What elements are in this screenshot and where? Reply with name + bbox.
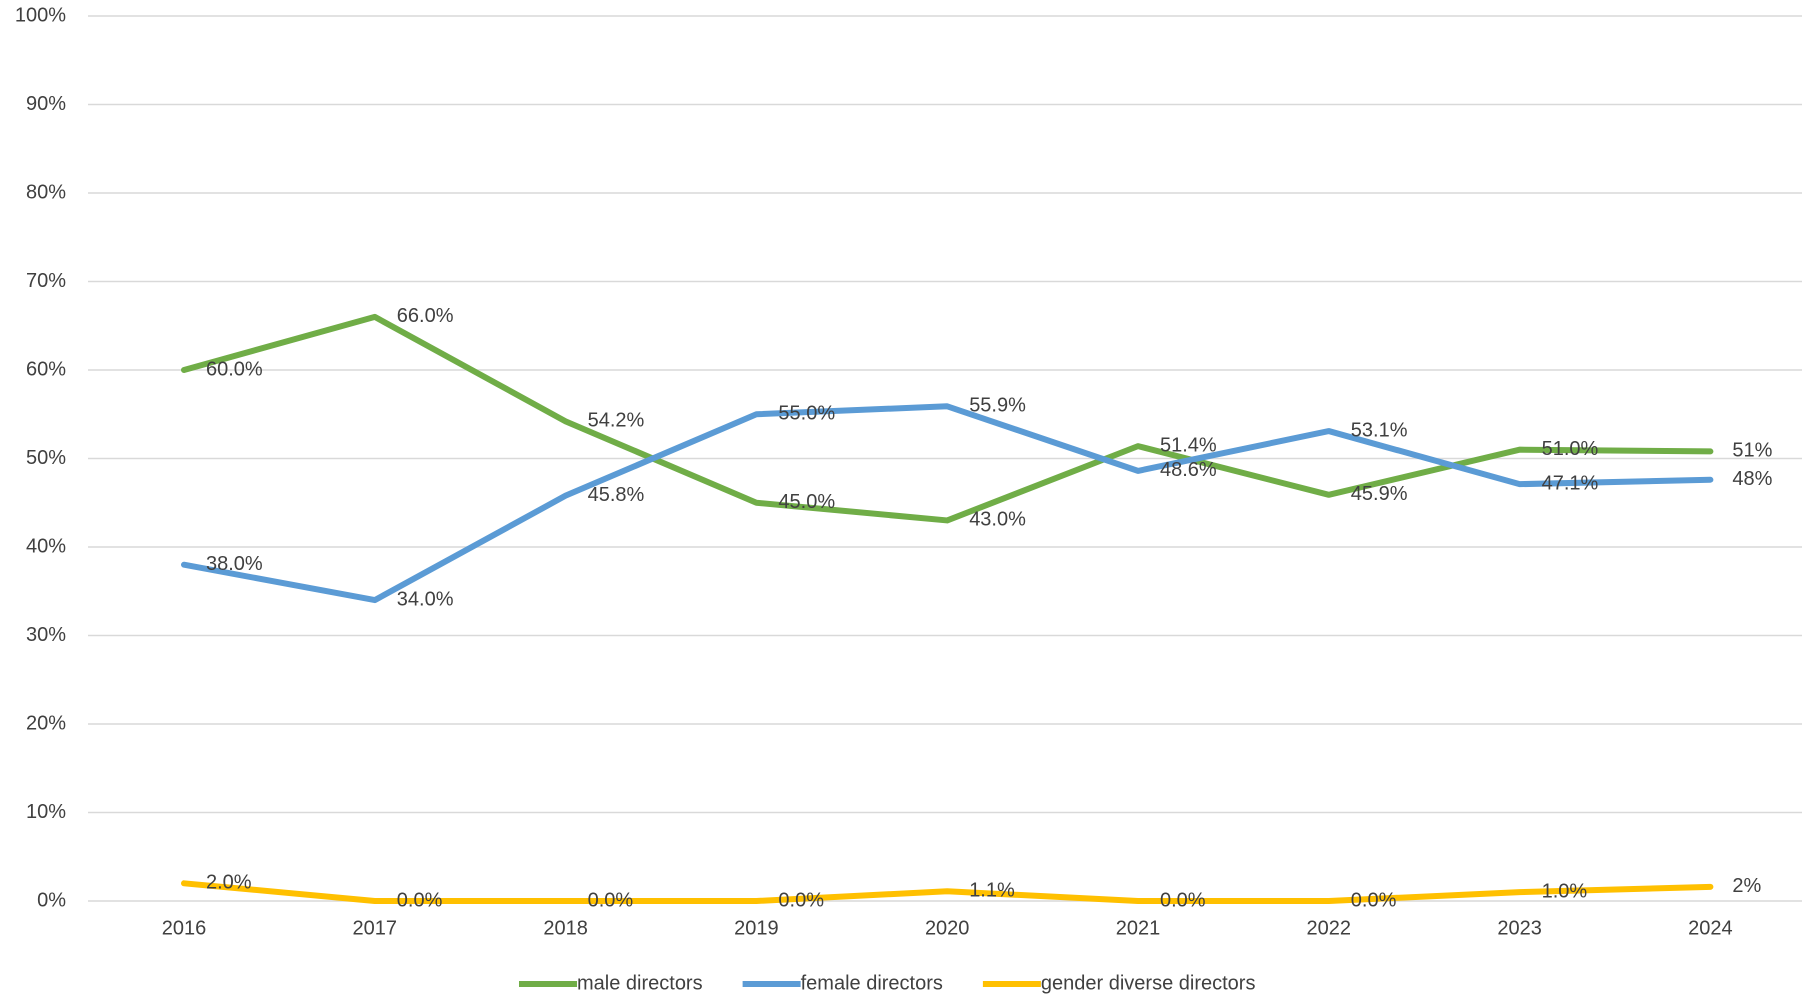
x-tick-label: 2021 — [1116, 917, 1161, 939]
legend-label: gender diverse directors — [1041, 972, 1256, 994]
y-tick-label: 70% — [26, 270, 66, 292]
legend: male directors female directors gender div… — [519, 972, 1255, 994]
y-tick-label: 10% — [26, 801, 66, 823]
data-label: 55.0% — [778, 403, 835, 425]
data-label: 0.0% — [1351, 889, 1397, 911]
y-tick-label: 30% — [26, 624, 66, 646]
data-label: 45.9% — [1351, 483, 1408, 505]
x-tick-label: 2022 — [1307, 917, 1352, 939]
data-label: 45.0% — [778, 491, 835, 513]
x-tick-label: 2020 — [925, 917, 970, 939]
data-label: 53.1% — [1351, 419, 1408, 441]
series-line — [181, 313, 1714, 524]
series-line — [181, 880, 1714, 904]
y-tick-label: 20% — [26, 712, 66, 734]
y-tick-label: 80% — [26, 181, 66, 203]
data-label: 0.0% — [588, 889, 634, 911]
y-tick-label: 40% — [26, 535, 66, 557]
data-label: 51% — [1732, 440, 1772, 462]
data-label: 55.9% — [969, 395, 1026, 417]
data-label: 60.0% — [206, 358, 263, 380]
legend-label: female directors — [801, 972, 943, 994]
x-tick-label: 2016 — [162, 917, 207, 939]
x-tick-label: 2017 — [353, 917, 398, 939]
data-label: 38.0% — [206, 553, 263, 575]
data-label: 34.0% — [397, 588, 454, 610]
series-line — [181, 403, 1714, 604]
data-label: 0.0% — [397, 889, 443, 911]
data-label: 0.0% — [1160, 889, 1206, 911]
x-tick-label: 2018 — [543, 917, 588, 939]
data-label: 45.8% — [588, 484, 645, 506]
y-tick-label: 60% — [26, 358, 66, 380]
data-label: 66.0% — [397, 305, 454, 327]
data-label: 48% — [1732, 468, 1772, 490]
data-label: 51.0% — [1542, 438, 1599, 460]
legend-label: male directors — [577, 972, 703, 994]
data-label: 43.0% — [969, 509, 1026, 531]
y-tick-label: 0% — [37, 889, 66, 911]
data-label: 2.0% — [206, 872, 252, 894]
data-label: 1.1% — [969, 880, 1015, 902]
data-label: 54.2% — [588, 410, 645, 432]
data-label: 48.6% — [1160, 459, 1217, 481]
data-label: 0.0% — [778, 889, 824, 911]
y-tick-label: 90% — [26, 93, 66, 115]
x-tick-label: 2019 — [734, 917, 779, 939]
data-label: 47.1% — [1542, 472, 1599, 494]
y-tick-label: 50% — [26, 447, 66, 469]
data-label: 1.0% — [1542, 880, 1588, 902]
x-tick-label: 2024 — [1688, 917, 1733, 939]
y-tick-label: 100% — [15, 4, 66, 26]
x-tick-label: 2023 — [1497, 917, 1542, 939]
data-label: 51.4% — [1160, 434, 1217, 456]
data-label: 2% — [1732, 875, 1761, 897]
